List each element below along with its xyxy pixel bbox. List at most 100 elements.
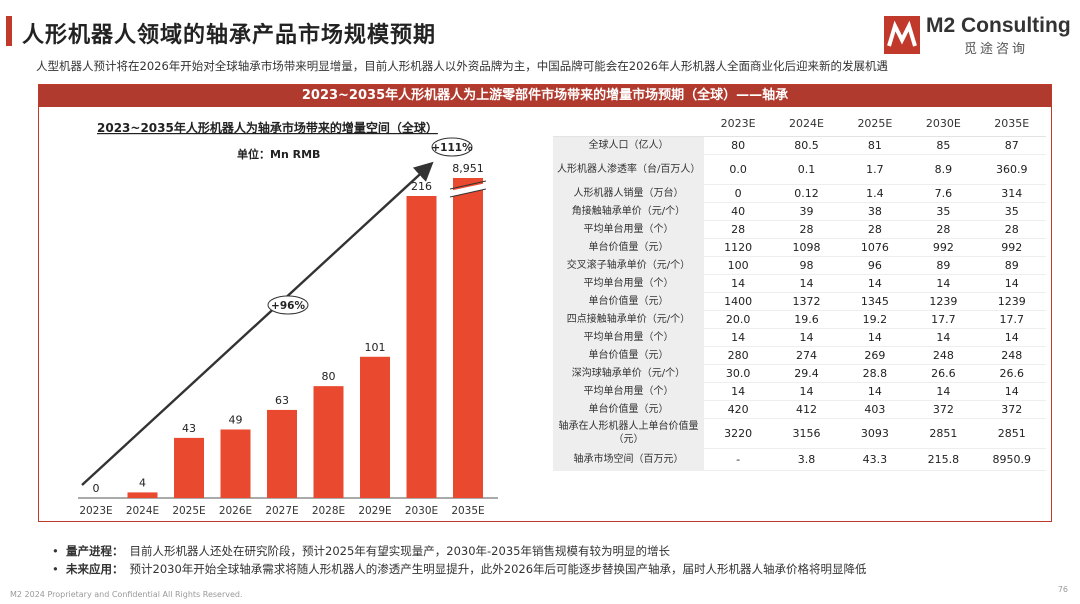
data-label-2024E: 4 xyxy=(139,476,146,489)
table-cell: 85 xyxy=(909,135,978,155)
table-row-label: 全球人口（亿人） xyxy=(553,135,704,155)
table-row: 单台价值量（元） 420 412 403 372 372 xyxy=(553,399,1046,419)
table-cell: 89 xyxy=(977,255,1046,275)
table-column-header: 2023E xyxy=(703,112,773,137)
data-label-2029E: 101 xyxy=(365,341,386,354)
table-cell: 269 xyxy=(840,345,910,365)
data-label-2028E: 80 xyxy=(322,370,336,383)
table-cell: 1.7 xyxy=(840,153,910,185)
table-row: 人形机器人销量（万台） 0 0.12 1.4 7.6 314 xyxy=(553,183,1046,203)
x-tick-label-2030E: 2030E xyxy=(405,505,438,517)
table-cell: 3093 xyxy=(840,417,910,449)
table-row: 轴承市场空间（百万元） -3.8 43.3 215.8 8950.9 xyxy=(553,447,1046,471)
m2-logo-mark-icon xyxy=(884,16,920,54)
table-cell: 29.4 xyxy=(772,363,841,383)
table-row: 角接触轴承单价（元/个） 40 39 38 35 35 xyxy=(553,201,1046,221)
table-row-label: 轴承市场空间（百万元） xyxy=(553,447,704,471)
bullet-head: 未来应用： xyxy=(66,562,124,576)
logo-subname: 觅途咨询 xyxy=(964,42,1029,57)
table-cell: 38 xyxy=(840,201,910,221)
bar-2024E xyxy=(127,492,158,498)
table-cell: 14 xyxy=(703,273,773,293)
table-cell: 248 xyxy=(909,345,978,365)
table-cell: 403 xyxy=(840,399,910,419)
table-header-row: 2023E 2024E 2025E 2030E 2035E xyxy=(553,112,1046,137)
table-row: 轴承在人形机器人上单台价值量（元） 3220 3156 3093 2851 2851 xyxy=(553,417,1046,449)
x-tick-label-2025E: 2025E xyxy=(172,505,205,517)
bullet-head: 量产进程： xyxy=(66,544,124,558)
table-row-label: 单台价值量（元） xyxy=(553,291,704,311)
table-cell: 1.4 xyxy=(840,183,910,203)
table-cell: 14 xyxy=(909,273,978,293)
table-row-label: 角接触轴承单价（元/个） xyxy=(553,201,704,221)
table-row-label: 轴承在人形机器人上单台价值量（元） xyxy=(553,417,704,449)
chart-unit: 单位：Mn RMB xyxy=(237,147,320,161)
table-cell: 28 xyxy=(840,219,910,239)
table-row-label: 深沟球轴承单价（元/个） xyxy=(553,363,704,383)
table-cell: 100 xyxy=(703,255,773,275)
growth-annotation-111: +111% xyxy=(431,142,473,154)
x-tick-label-2035E: 2035E xyxy=(451,505,484,517)
table-cell: 28 xyxy=(772,219,841,239)
table-cell: 420 xyxy=(703,399,773,419)
growth-annotation-111-bubble xyxy=(431,137,473,157)
table-cell: 0.0 xyxy=(703,153,773,185)
table-row: 平均单台用量（个） 28 28 28 28 28 xyxy=(553,219,1046,239)
table-row: 交叉滚子轴承单价（元/个） 100 98 96 89 89 xyxy=(553,255,1046,275)
logo: M2 Consulting 觅途咨询 xyxy=(884,14,1071,58)
table-row-label: 单台价值量（元） xyxy=(553,345,704,365)
data-label-2025E: 43 xyxy=(182,422,196,435)
table-cell: 1076 xyxy=(840,237,910,257)
table-cell: 43.3 xyxy=(840,447,910,471)
table-cell: 1120 xyxy=(703,237,773,257)
x-tick-label-2028E: 2028E xyxy=(312,505,345,517)
table-cell: 1239 xyxy=(909,291,978,311)
bullet-item: • 量产进程： 目前人形机器人还处在研究阶段，预计2025年有望实现量产，2030年… xyxy=(52,543,867,561)
bar-2035E xyxy=(453,178,483,498)
table-cell: 14 xyxy=(772,273,841,293)
table-cell: 3220 xyxy=(703,417,773,449)
table-row: 单台价值量（元） 280 274 269 248 248 xyxy=(553,345,1046,365)
footer-copyright: M2 2024 Proprietary and Confidential All… xyxy=(10,590,243,599)
table-cell: 28 xyxy=(703,219,773,239)
table-row: 平均单台用量（个） 14 14 14 14 14 xyxy=(553,381,1046,401)
table-cell: 8.9 xyxy=(909,153,978,185)
bar-2025E xyxy=(174,437,204,498)
table-cell: 1239 xyxy=(977,291,1046,311)
table-cell: 992 xyxy=(909,237,978,257)
table-cell: 372 xyxy=(909,399,978,419)
logo-name: M2 Consulting xyxy=(926,14,1071,37)
table-cell: 14 xyxy=(840,327,910,347)
table-column-header: 2025E xyxy=(840,112,910,137)
table-row-label: 人形机器人销量（万台） xyxy=(553,183,704,203)
data-table: 2023E 2024E 2025E 2030E 2035E 全球人口（亿人） 80… xyxy=(553,112,1046,471)
table-cell: 14 xyxy=(703,381,773,401)
bullet-list: • 量产进程： 目前人形机器人还处在研究阶段，预计2025年有望实现量产，2030年… xyxy=(52,543,867,579)
table-cell: 30.0 xyxy=(703,363,773,383)
table-cell: 0.12 xyxy=(772,183,841,203)
table-cell: 3156 xyxy=(772,417,841,449)
table-row: 四点接触轴承单价（元/个） 20.0 19.6 19.2 17.7 17.7 xyxy=(553,309,1046,329)
table-cell: 26.6 xyxy=(909,363,978,383)
table-cell: 280 xyxy=(703,345,773,365)
bar-2028E xyxy=(313,386,344,498)
table-row-label: 四点接触轴承单价（元/个） xyxy=(553,309,704,329)
table-cell: 1345 xyxy=(840,291,910,311)
table-cell: 40 xyxy=(703,201,773,221)
table-row-label: 单台价值量（元） xyxy=(553,237,704,257)
table-cell: 1372 xyxy=(772,291,841,311)
table-cell: 17.7 xyxy=(977,309,1046,329)
bullet-text: 预计2030年开始全球轴承需求将随人形机器人的渗透产生明显提升，此外2026年后… xyxy=(129,562,867,576)
table-cell: 96 xyxy=(840,255,910,275)
table-cell: - xyxy=(703,447,773,471)
table-cell: 992 xyxy=(977,237,1046,257)
table-row: 单台价值量（元） 1120 1098 1076 992 992 xyxy=(553,237,1046,257)
bar-2030E xyxy=(406,196,437,498)
bullet-text: 目前人形机器人还处在研究阶段，预计2025年有望实现量产，2030年-2035年… xyxy=(129,544,670,558)
table-cell: 19.2 xyxy=(840,309,910,329)
growth-annotation-96-bubble xyxy=(267,295,309,315)
table-cell: 2851 xyxy=(909,417,978,449)
table-cell: 1098 xyxy=(772,237,841,257)
table-row: 全球人口（亿人） 80 80.5 81 85 87 xyxy=(553,135,1046,155)
x-tick-label-2027E: 2027E xyxy=(265,505,298,517)
